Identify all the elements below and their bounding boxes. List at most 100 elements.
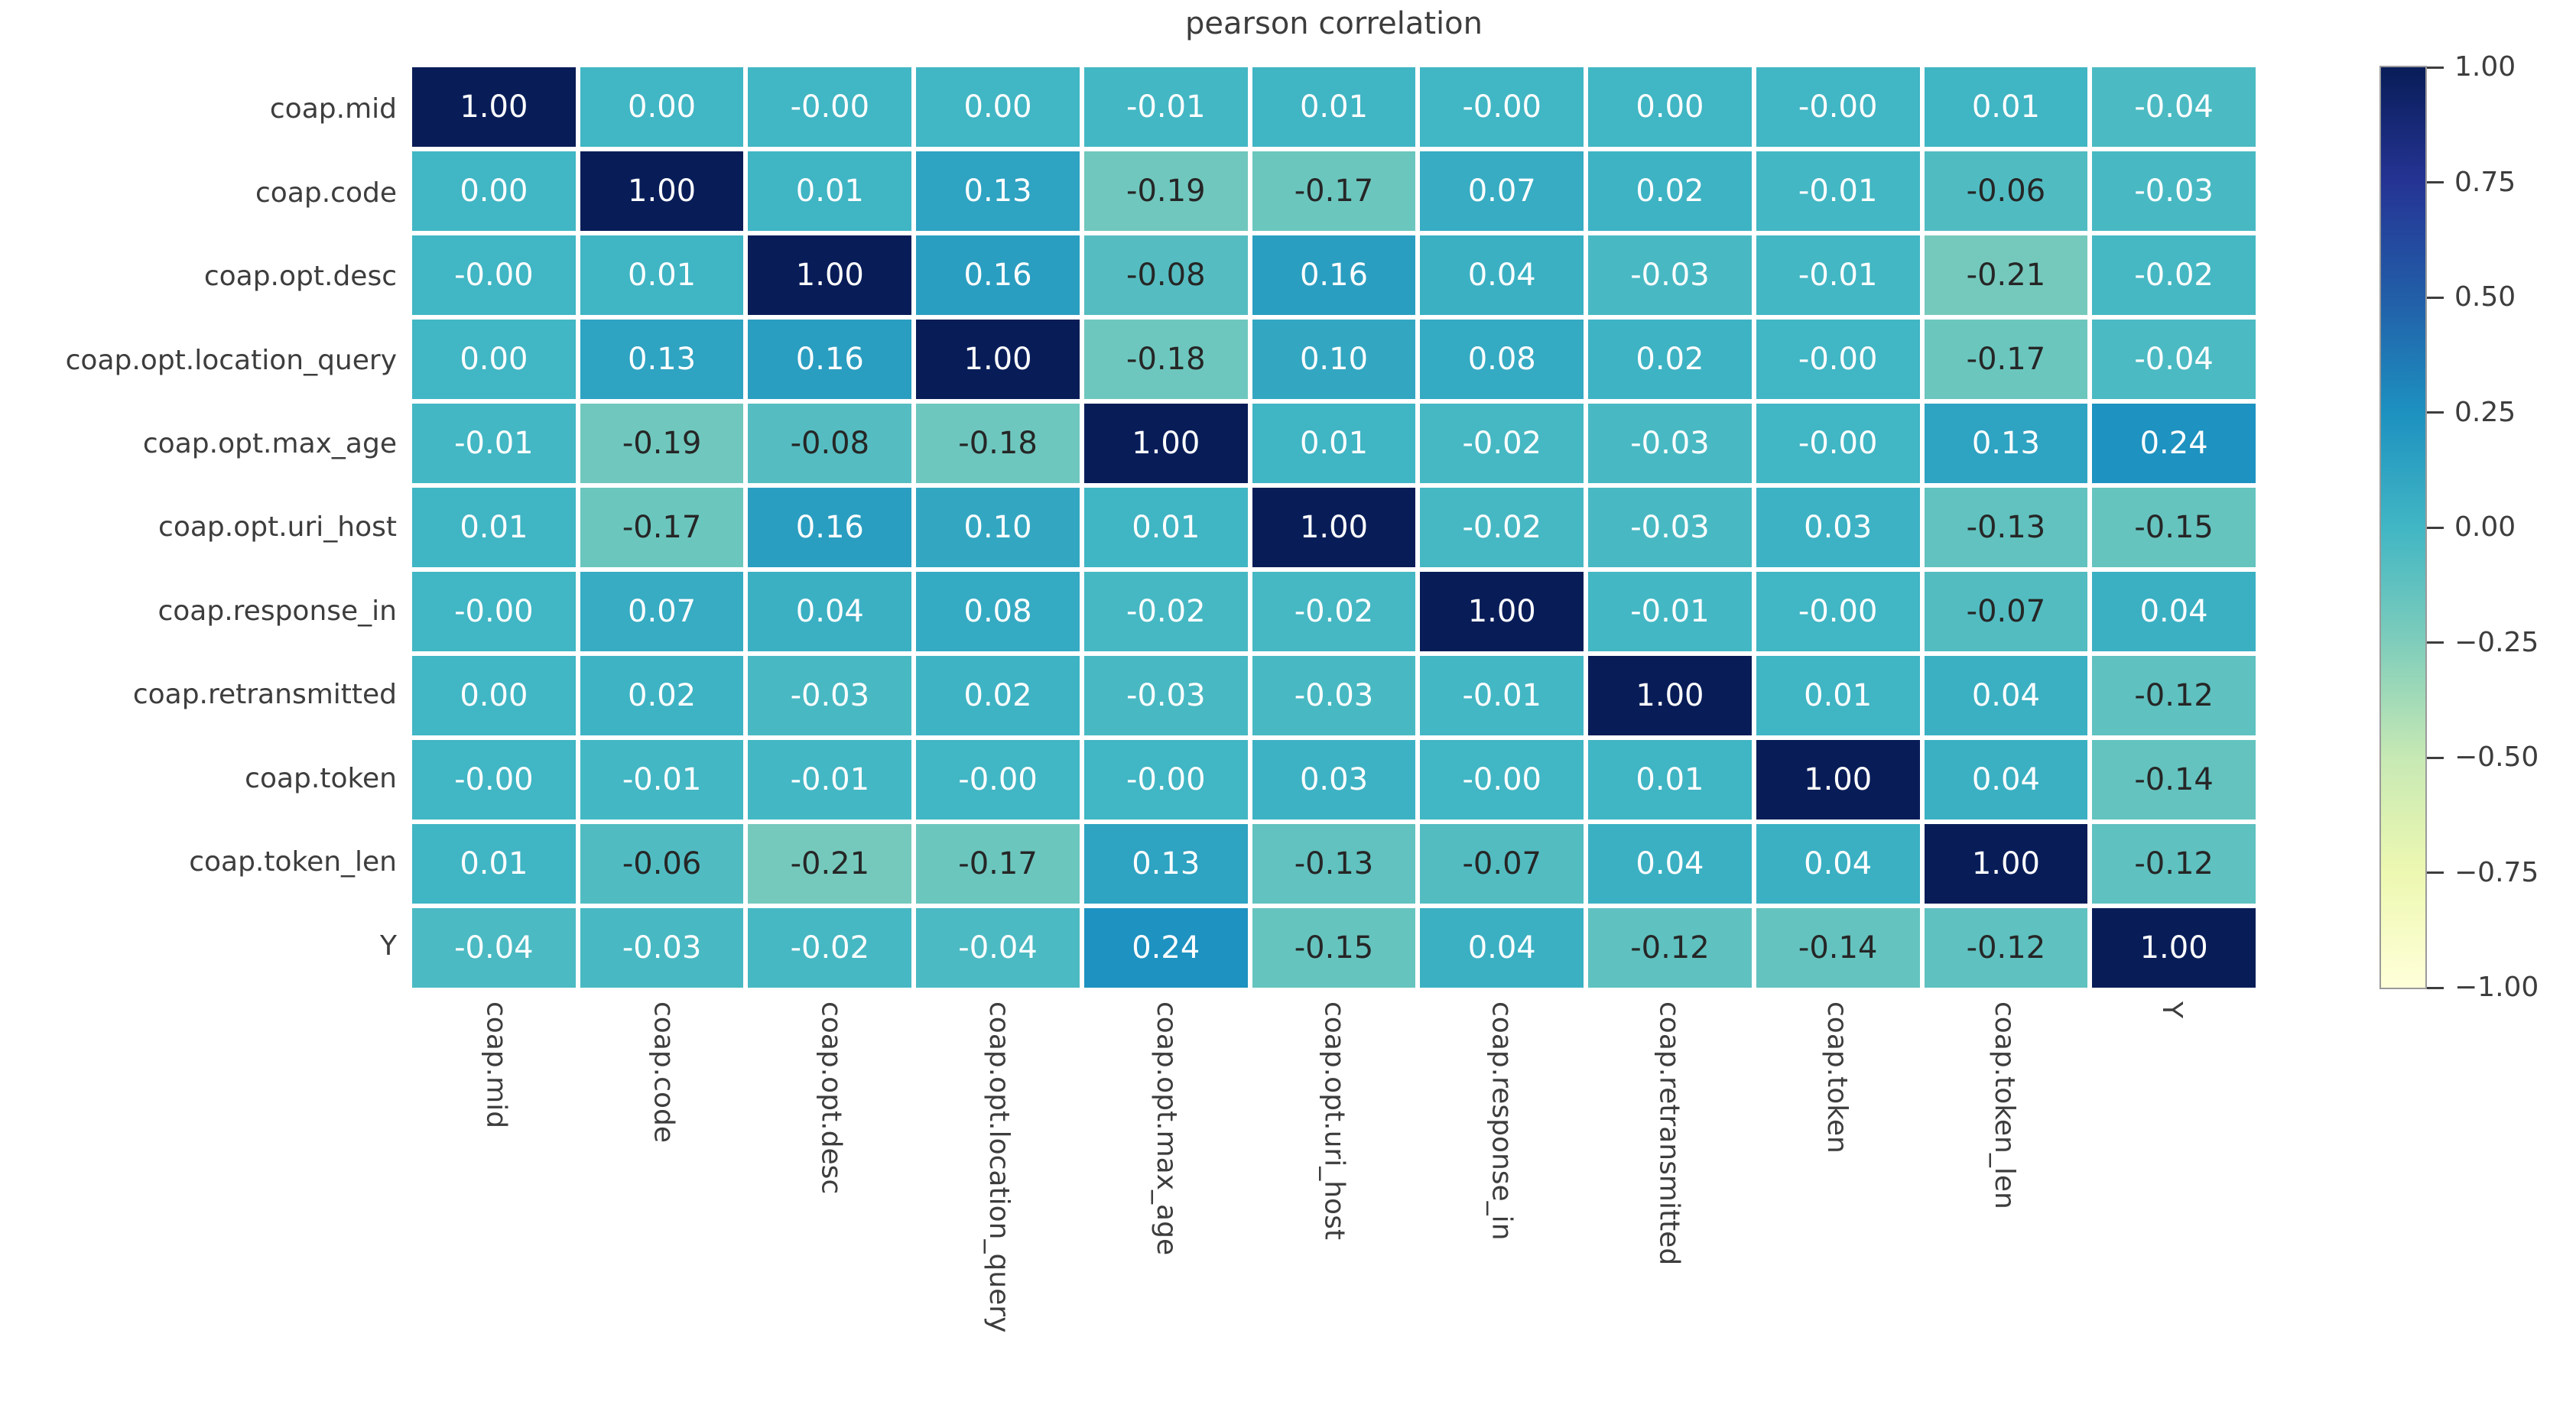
heatmap-cell: -0.00 [1420,67,1584,147]
heatmap-cell: 0.08 [916,572,1080,651]
heatmap-cell: 0.07 [580,572,744,651]
heatmap-cell: 1.00 [916,320,1080,399]
colorbar-tick-label: 0.00 [2454,511,2516,543]
heatmap-cell: 0.04 [1420,908,1584,988]
heatmap-cell: -0.02 [748,908,912,988]
heatmap-cell: 1.00 [412,67,576,147]
heatmap-cell: -0.03 [1588,404,1752,483]
heatmap-cell: 0.01 [412,824,576,904]
heatmap-cell: 0.01 [1924,67,2088,147]
heatmap-cell: -0.02 [2092,235,2256,315]
heatmap-cell: 0.13 [580,320,744,399]
heatmap-cell: -0.03 [1252,656,1416,735]
y-tick-label: coap.response_in [158,595,397,627]
heatmap-cell: 0.01 [748,151,912,231]
colorbar-tick-mark [2427,986,2444,989]
heatmap-cell: 0.02 [580,656,744,735]
heatmap-cell: -0.00 [1756,320,1920,399]
heatmap-cell: 0.01 [1252,67,1416,147]
heatmap-cell: -0.12 [1924,908,2088,988]
heatmap-cell: -0.15 [2092,488,2256,567]
x-tick-label: coap.code [648,1001,680,1143]
heatmap-cell: -0.03 [1588,488,1752,567]
heatmap-cell: 0.01 [1252,404,1416,483]
heatmap-cell: 0.24 [1083,908,1248,988]
heatmap-cell: -0.06 [1924,151,2088,231]
heatmap-cell: 0.04 [1756,824,1920,904]
heatmap-cell: -0.00 [1756,572,1920,651]
y-tick-label: coap.opt.location_query [65,344,397,376]
heatmap-cell: -0.02 [1252,572,1416,651]
heatmap-cell: 0.13 [1924,404,2088,483]
heatmap-cell: -0.08 [748,404,912,483]
colorbar-tick-mark [2427,181,2444,183]
colorbar-tick-label: −1.00 [2454,972,2539,1003]
y-tick-label: coap.retransmitted [132,679,397,711]
heatmap-cell: -0.17 [1924,320,2088,399]
heatmap-cell: 1.00 [1420,572,1584,651]
heatmap-cell: 0.00 [916,67,1080,147]
heatmap-cell: 0.02 [1588,151,1752,231]
colorbar-gradient [2379,66,2427,989]
x-tick-label: coap.opt.desc [815,1001,847,1195]
heatmap-cell: 0.04 [1924,740,2088,819]
heatmap-cell: 0.04 [748,572,912,651]
heatmap-cell: 0.00 [580,67,744,147]
heatmap-cell: 0.08 [1420,320,1584,399]
x-tick-label: Y [2156,1001,2188,1018]
heatmap-cell: -0.04 [2092,320,2256,399]
heatmap-cell: -0.18 [1083,320,1248,399]
heatmap-cell: -0.13 [1924,488,2088,567]
colorbar-tick-mark [2427,871,2444,874]
colorbar-tick-label: −0.50 [2454,742,2539,773]
heatmap-cell: -0.01 [1420,656,1584,735]
colorbar-tick-mark [2427,66,2444,69]
heatmap-cell: 0.00 [1588,67,1752,147]
heatmap-cell: 0.01 [1756,656,1920,735]
heatmap-cell: -0.01 [748,740,912,819]
heatmap-cell: 0.16 [748,320,912,399]
y-tick-label: coap.token_len [189,846,397,878]
heatmap-cell: 0.01 [580,235,744,315]
x-tick-label: coap.opt.location_query [983,1001,1015,1333]
heatmap-cell: -0.12 [2092,824,2256,904]
x-tick-label: coap.mid [480,1001,512,1129]
heatmap-cell: -0.14 [1756,908,1920,988]
colorbar-tick-label: −0.75 [2454,856,2539,888]
heatmap-cell: 0.24 [2092,404,2256,483]
colorbar-tick-mark [2427,756,2444,759]
heatmap-cell: -0.17 [1252,151,1416,231]
heatmap-cell: 0.04 [1588,824,1752,904]
colorbar-tick-mark [2427,296,2444,299]
heatmap-cell: 0.03 [1252,740,1416,819]
heatmap-cell: 0.02 [1588,320,1752,399]
x-tick-label: coap.retransmitted [1653,1001,1685,1266]
heatmap-cell: -0.00 [1756,404,1920,483]
heatmap-cell: 0.01 [1588,740,1752,819]
heatmap-cell: -0.12 [1588,908,1752,988]
heatmap-cell: -0.03 [748,656,912,735]
heatmap-cell: -0.02 [1420,488,1584,567]
heatmap-cell: 0.00 [412,320,576,399]
heatmap-cell: 0.13 [916,151,1080,231]
heatmap-cell: -0.03 [2092,151,2256,231]
heatmap-cell: 1.00 [1924,824,2088,904]
heatmap-cell: -0.00 [1420,740,1584,819]
heatmap-cell: 0.02 [916,656,1080,735]
x-tick-label: coap.opt.uri_host [1318,1001,1350,1240]
heatmap-cell: 0.10 [916,488,1080,567]
heatmap-cell: 0.03 [1756,488,1920,567]
heatmap-cell: -0.02 [1083,572,1248,651]
heatmap-cell: -0.02 [1420,404,1584,483]
heatmap-cell: -0.04 [916,908,1080,988]
y-tick-label: Y [380,930,397,962]
heatmap-cell: 0.10 [1252,320,1416,399]
heatmap-cell: -0.01 [412,404,576,483]
heatmap-cell: -0.00 [412,572,576,651]
y-axis-tick-labels: coap.mid coap.code coap.opt.desc coap.opt.l… [0,67,397,988]
heatmap-cell: 0.07 [1420,151,1584,231]
heatmap-cell: -0.03 [1588,235,1752,315]
colorbar-tick-mark [2427,526,2444,529]
heatmap-cell: 1.00 [1252,488,1416,567]
